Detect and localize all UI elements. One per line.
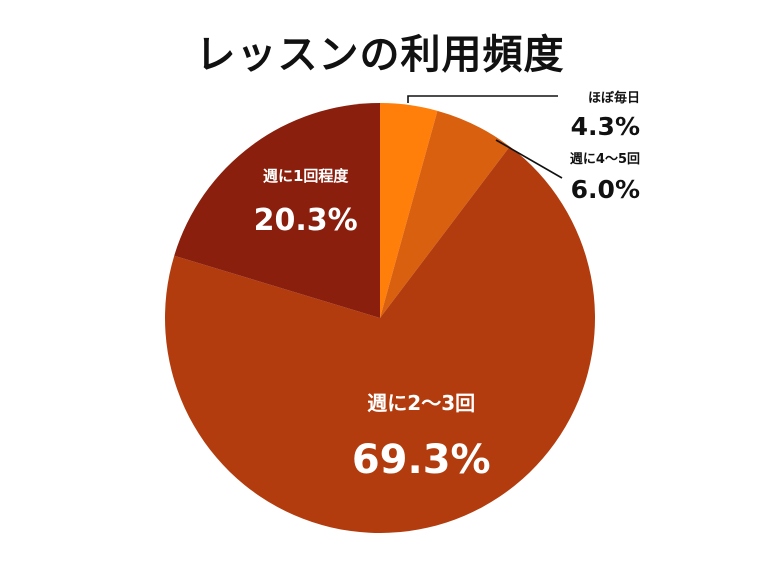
slice-value-0: 4.3%: [571, 112, 640, 141]
slice-value-1: 6.0%: [571, 175, 640, 204]
slice-label-2: 週に2〜3回: [367, 391, 475, 415]
pie-slice-2: [164, 146, 595, 533]
leader-line-1: [495, 139, 563, 179]
chart-title: レッスンの利用頻度: [195, 32, 565, 78]
pie-slice-1: [380, 110, 510, 318]
slice-label-1: 週に4〜5回: [570, 152, 640, 167]
slice-label-3: 週に1回程度: [263, 167, 349, 185]
pie-slice-3: [174, 102, 380, 318]
slice-value-2: 69.3%: [352, 437, 491, 483]
pie-slice-0: [380, 103, 438, 318]
slice-label-0: ほぼ毎日: [588, 90, 640, 106]
leader-line-0: [407, 95, 558, 103]
slice-value-3: 20.3%: [254, 203, 358, 238]
